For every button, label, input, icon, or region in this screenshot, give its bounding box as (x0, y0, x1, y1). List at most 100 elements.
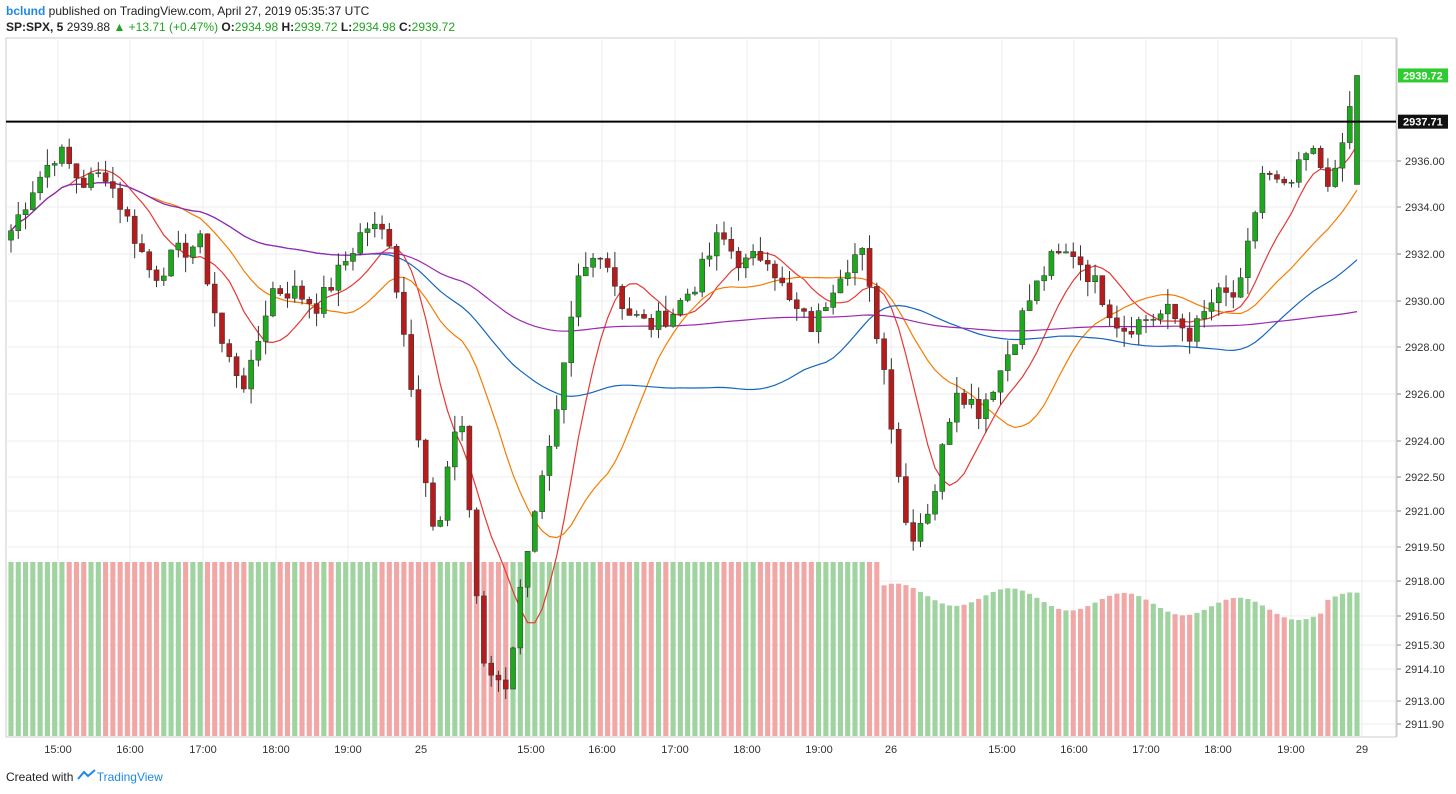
volume-bar (888, 583, 894, 736)
author-name[interactable]: bclund (6, 4, 46, 18)
candle (219, 312, 225, 353)
volume-bar (1172, 614, 1178, 736)
candle-body (255, 341, 262, 361)
volume-bar (1099, 598, 1105, 736)
published-text: published on TradingView.com, April 27, … (48, 4, 370, 18)
candle (386, 222, 393, 248)
candle (371, 211, 378, 238)
candle (997, 370, 1004, 405)
time-tick-label: 19:00 (334, 744, 362, 756)
candle (852, 243, 858, 286)
time-tick-label: 18:00 (262, 744, 290, 756)
candle (633, 310, 640, 318)
time-tick-label: 25 (415, 744, 427, 756)
volume-bar (59, 562, 65, 736)
time-tick-label: 16:00 (1060, 744, 1088, 756)
price-tick-label: 2916.50 (1405, 611, 1445, 623)
candle (270, 281, 276, 318)
candle (488, 655, 494, 687)
candle-body (604, 258, 611, 268)
volume-bar (954, 605, 960, 736)
candle-body (641, 314, 647, 319)
volume-bar (1179, 615, 1185, 736)
candle (648, 314, 655, 338)
volume-bar (255, 562, 261, 736)
volume-bar (1092, 602, 1098, 736)
volume-bar (583, 562, 589, 736)
volume-bar (976, 598, 982, 736)
candle (823, 302, 829, 312)
candle-body (815, 310, 822, 332)
candle-body (1055, 251, 1062, 254)
candle-body (168, 249, 174, 277)
volume-bar (277, 562, 283, 736)
tradingview-brand[interactable]: TradingView (96, 770, 163, 784)
candle (466, 425, 473, 518)
candle-body (881, 338, 887, 370)
candle (15, 201, 22, 239)
open-value: 2934.98 (234, 20, 279, 34)
volume-bar (939, 603, 945, 736)
candle (95, 162, 102, 178)
candle-body (692, 291, 698, 295)
time-tick-label: 17:00 (189, 744, 217, 756)
candle-body (1354, 75, 1360, 185)
volume-bar (546, 562, 552, 736)
candle-body (1201, 311, 1208, 319)
candle-body (262, 315, 269, 342)
candle (444, 460, 451, 527)
candle-body (983, 399, 989, 419)
candle (437, 516, 444, 528)
volume-bar (816, 562, 822, 736)
candle (1026, 284, 1033, 311)
volume-bar (837, 562, 843, 736)
candle (153, 265, 160, 288)
volume-bar (139, 562, 145, 736)
volume-bar (641, 562, 647, 736)
candle (459, 416, 465, 441)
volume-bar (219, 562, 225, 736)
volume-bar (830, 562, 836, 736)
volume-bar (233, 562, 240, 736)
volume-bar (1077, 608, 1084, 736)
candle (37, 171, 43, 201)
candle-body (1186, 327, 1193, 342)
candle (1194, 315, 1200, 347)
candle (968, 383, 975, 409)
candle (815, 303, 822, 344)
volume-bar (328, 562, 334, 736)
volume-bar (146, 562, 152, 736)
candle (772, 260, 778, 291)
candle-body (1223, 287, 1229, 293)
candle (88, 167, 94, 191)
candle-body (1135, 319, 1142, 335)
volume-bar (597, 562, 603, 736)
candle-body (655, 310, 662, 330)
candle (255, 326, 262, 367)
candle (1266, 170, 1273, 181)
volume-bar (874, 562, 880, 736)
time-tick-label: 19:00 (805, 744, 833, 756)
volume-bar (1245, 599, 1251, 736)
volume-bar (1347, 592, 1353, 736)
volume-bar (721, 562, 727, 736)
candle (342, 251, 349, 271)
volume-bar (619, 562, 625, 736)
volume-bar (357, 562, 363, 736)
candle (313, 293, 320, 327)
candle (124, 206, 131, 222)
volume-bar (575, 562, 582, 736)
candle-body (182, 242, 189, 258)
candle-body (968, 399, 975, 405)
candle-body (750, 251, 756, 259)
volume-bar (728, 562, 734, 736)
low-value: 2934.98 (352, 20, 396, 34)
candle-body (422, 439, 429, 484)
candle (473, 507, 480, 604)
candle-body (582, 266, 589, 277)
candle-body (1303, 153, 1309, 160)
volume-bar (1194, 612, 1200, 736)
candle-body (1106, 304, 1113, 319)
time-axis: 15:00 16:00 17:00 18:00 19:00 25 15:00 16:00 17:… (6, 736, 1396, 756)
